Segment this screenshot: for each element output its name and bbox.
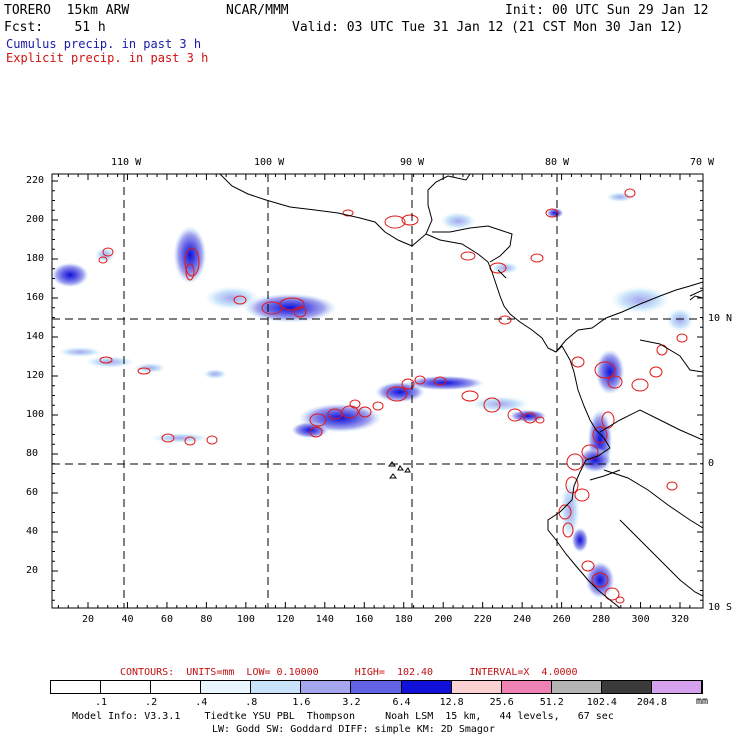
lat-label-0: 0 xyxy=(708,458,715,469)
bottom-grid-label: 60 xyxy=(160,614,173,625)
bottom-grid-label: 300 xyxy=(631,614,650,625)
model-title: TORERO 15km ARW xyxy=(4,3,130,18)
valid-time: Valid: 03 UTC Tue 31 Jan 12 (21 CST Mon … xyxy=(292,20,684,35)
lat-label-10s: 10 S xyxy=(708,602,733,613)
lon-label-100w: 100 W xyxy=(254,157,285,168)
lon-label-70w: 70 W xyxy=(690,157,715,168)
land-outlines xyxy=(219,174,703,608)
bottom-grid-label: 100 xyxy=(236,614,255,625)
map-frame xyxy=(51,173,704,609)
colorbar-label: .2 xyxy=(145,697,158,708)
colorbar-swatch xyxy=(351,681,402,693)
colorbar-swatch xyxy=(551,681,602,693)
bottom-grid-label: 40 xyxy=(121,614,134,625)
colorbar-swatch xyxy=(651,681,702,693)
colorbar-frame xyxy=(50,680,703,694)
bottom-grid-label: 120 xyxy=(276,614,295,625)
colorbar-label: .1 xyxy=(95,697,108,708)
left-grid-label: 120 xyxy=(26,370,45,381)
bottom-grid-label: 20 xyxy=(82,614,95,625)
explicit-precip-contours xyxy=(98,188,688,604)
left-grid-label: 160 xyxy=(26,292,45,303)
colorbar-label: 3.2 xyxy=(342,697,361,708)
model-info: Model Info: V3.3.1 Tiedtke YSU PBL Thomp… xyxy=(72,711,614,722)
colorbar-units: mm xyxy=(696,696,709,707)
colorbar-label: 51.2 xyxy=(539,697,564,708)
colorbar-swatch xyxy=(401,681,452,693)
colorbar-swatch xyxy=(201,681,252,693)
bottom-grid-label: 280 xyxy=(592,614,611,625)
colorbar-label: 102.4 xyxy=(586,697,617,708)
colorbar-swatch xyxy=(51,681,102,693)
bottom-grid-label: 140 xyxy=(315,614,334,625)
left-grid-label: 60 xyxy=(26,487,39,498)
left-grid-label: 220 xyxy=(26,175,45,186)
colorbar-label: 12.8 xyxy=(439,697,464,708)
left-grid-label: 20 xyxy=(26,565,39,576)
init-time: Init: 00 UTC Sun 29 Jan 12 xyxy=(505,3,709,18)
lon-label-110w: 110 W xyxy=(111,157,142,168)
bottom-grid-label: 80 xyxy=(200,614,213,625)
contours-info: CONTOURS: UNITS=mm LOW= 0.10000 HIGH= 10… xyxy=(120,667,578,678)
explicit-legend-title: Explicit precip. in past 3 h xyxy=(6,51,209,65)
colorbar-label: 25.6 xyxy=(489,697,514,708)
forecast-hour: Fcst: 51 h xyxy=(4,20,106,35)
axis-ticks xyxy=(52,174,703,608)
lon-label-80w: 80 W xyxy=(545,157,570,168)
left-grid-label: 180 xyxy=(26,253,45,264)
colorbar-label: 1.6 xyxy=(292,697,311,708)
org-label: NCAR/MMM xyxy=(226,3,289,18)
colorbar-swatch xyxy=(501,681,552,693)
left-grid-label: 100 xyxy=(26,409,45,420)
colorbar-label: 204.8 xyxy=(636,697,667,708)
cumulus-legend-title: Cumulus precip. in past 3 h xyxy=(6,37,202,51)
bottom-grid-label: 240 xyxy=(513,614,532,625)
colorbar-swatch xyxy=(451,681,502,693)
bottom-grid-label: 160 xyxy=(355,614,374,625)
left-grid-label: 80 xyxy=(26,448,39,459)
left-grid-label: 40 xyxy=(26,526,39,537)
lon-label-90w: 90 W xyxy=(400,157,425,168)
bottom-grid-label: 200 xyxy=(434,614,453,625)
colorbar-swatch xyxy=(101,681,152,693)
colorbar-swatch xyxy=(151,681,202,693)
bottom-grid-label: 320 xyxy=(671,614,690,625)
bottom-grid-label: 220 xyxy=(473,614,492,625)
colorbar-swatch xyxy=(601,681,652,693)
left-grid-label: 200 xyxy=(26,214,45,225)
lat-label-10n: 10 N xyxy=(708,313,733,324)
left-grid-label: 140 xyxy=(26,331,45,342)
cumulus-precip-layer xyxy=(52,192,694,598)
colorbar-label: 6.4 xyxy=(392,697,411,708)
bottom-grid-label: 260 xyxy=(552,614,571,625)
colorbar-swatch xyxy=(251,681,302,693)
bottom-grid-label: 180 xyxy=(394,614,413,625)
colorbar-swatch xyxy=(301,681,352,693)
colorbar-label: .4 xyxy=(195,697,208,708)
colorbar-label: .8 xyxy=(245,697,258,708)
lat-lon-grid xyxy=(52,174,703,608)
model-physics: LW: Godd SW: Goddard DIFF: simple KM: 2D… xyxy=(212,724,495,735)
